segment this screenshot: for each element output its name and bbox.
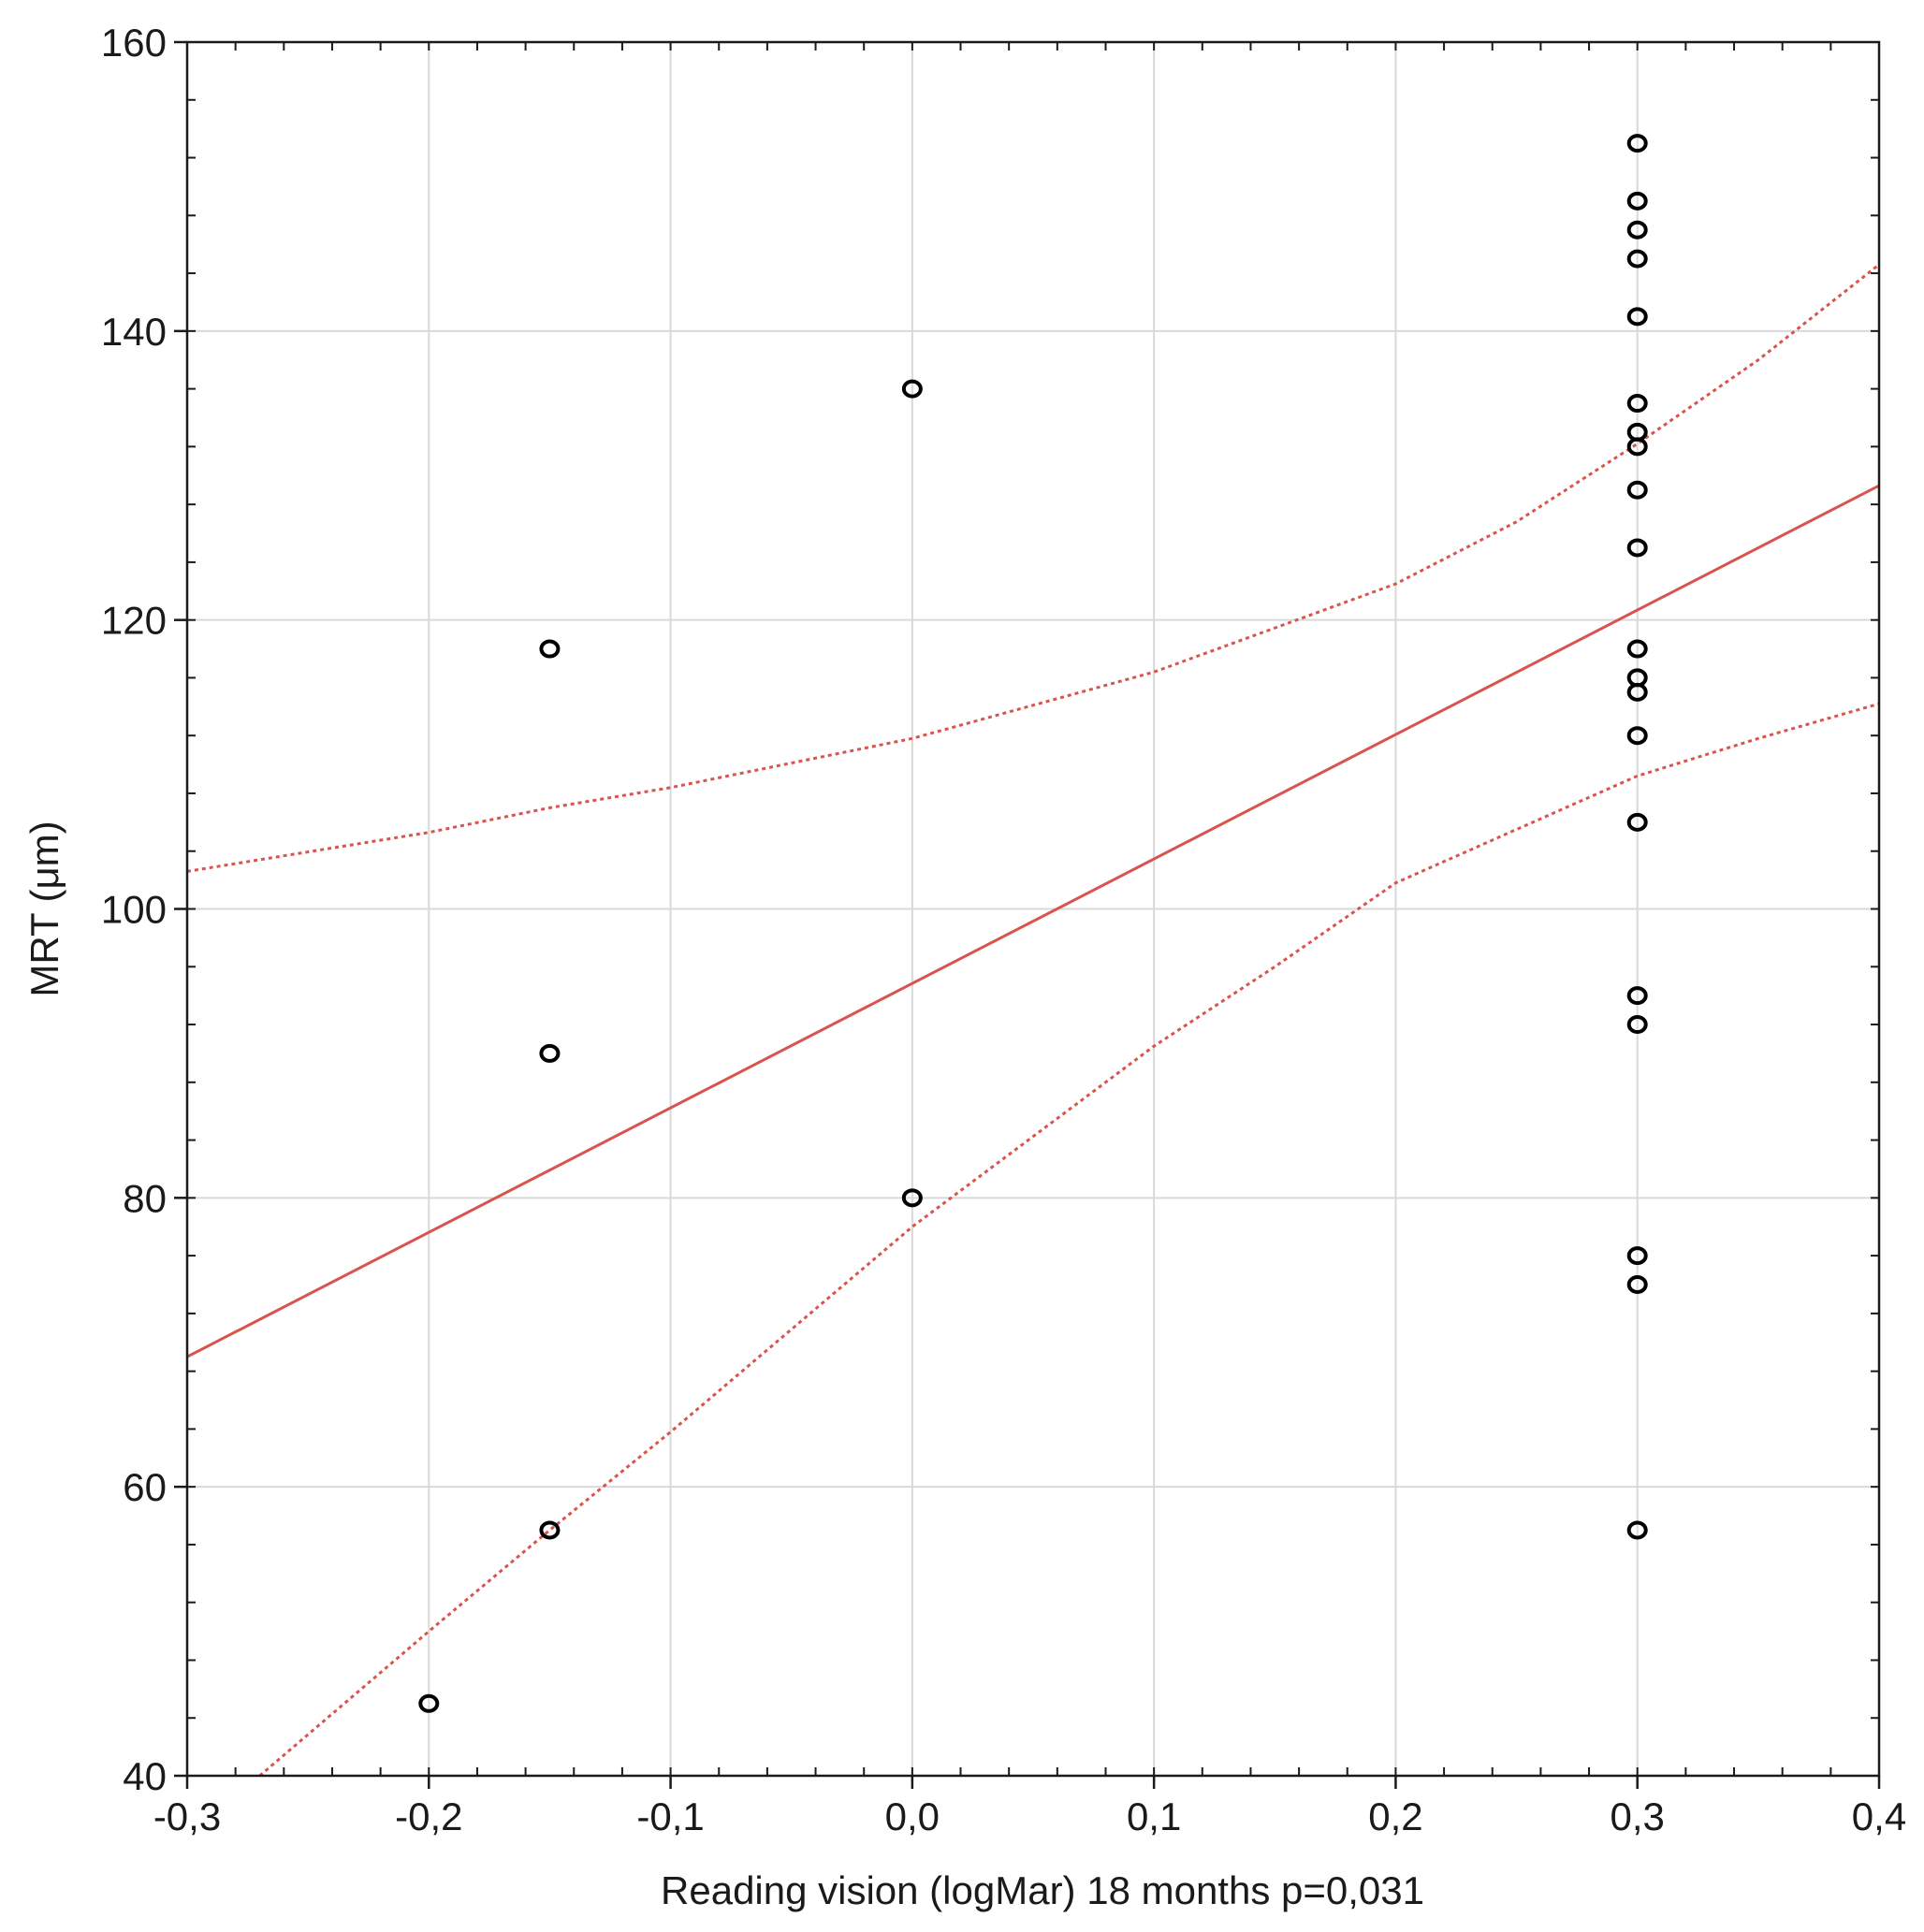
y-tick-label: 100 (101, 888, 167, 932)
data-point (539, 639, 561, 659)
data-point (539, 1520, 561, 1540)
y-tick-label: 40 (123, 1754, 167, 1798)
data-point (539, 1043, 561, 1063)
y-tick-label: 160 (101, 21, 167, 65)
confidence-bands (186, 263, 1880, 1778)
x-tick-label: 0,4 (1852, 1794, 1906, 1838)
x-tick-label: 0,0 (885, 1794, 940, 1838)
data-point (1626, 1520, 1648, 1540)
x-axis-label: Reading vision (logMar) 18 months p=0,03… (661, 1868, 1424, 1912)
x-tick-label: 0,2 (1368, 1794, 1422, 1838)
data-point (1626, 307, 1648, 327)
data-point (901, 1188, 923, 1208)
data-point (901, 379, 923, 399)
data-point (1626, 812, 1648, 832)
data-points (418, 134, 1648, 1713)
x-tick-label: -0,3 (153, 1794, 221, 1838)
y-tick-label: 80 (123, 1176, 167, 1220)
x-tick-label: -0,1 (636, 1794, 704, 1838)
x-tick-label: 0,3 (1611, 1794, 1665, 1838)
data-point (1626, 538, 1648, 558)
confidence-lower-line (258, 702, 1880, 1778)
y-tick-label: 120 (101, 599, 167, 643)
tick-labels: -0,3 -0,2 -0,1 0,0 0,1 0,2 0,3 0,4 40 60 80 100 120 1… (101, 21, 1906, 1838)
data-point (1626, 191, 1648, 211)
data-point (1626, 394, 1648, 414)
y-tick-label: 60 (123, 1465, 167, 1509)
regression-line (186, 484, 1880, 1358)
data-point (1626, 682, 1648, 702)
x-tick-label: 0,1 (1127, 1794, 1181, 1838)
data-point (418, 1693, 440, 1713)
data-point (1626, 437, 1648, 457)
confidence-upper-line (186, 263, 1880, 873)
data-point (1626, 639, 1648, 659)
data-point (1626, 220, 1648, 240)
axis-ticks (174, 40, 1881, 1789)
data-point (1626, 249, 1648, 269)
data-point (1626, 480, 1648, 500)
y-tick-label: 140 (101, 310, 167, 354)
data-point (1626, 1274, 1648, 1294)
x-tick-label: -0,2 (395, 1794, 462, 1838)
y-axis-label: MRT (μm) (22, 821, 66, 996)
data-point (1626, 134, 1648, 153)
data-point (1626, 986, 1648, 1006)
regression-line-group (186, 484, 1880, 1358)
data-point (1626, 1246, 1648, 1266)
data-point (1626, 1015, 1648, 1035)
grid-lines (187, 42, 1879, 1776)
data-point (1626, 726, 1648, 746)
